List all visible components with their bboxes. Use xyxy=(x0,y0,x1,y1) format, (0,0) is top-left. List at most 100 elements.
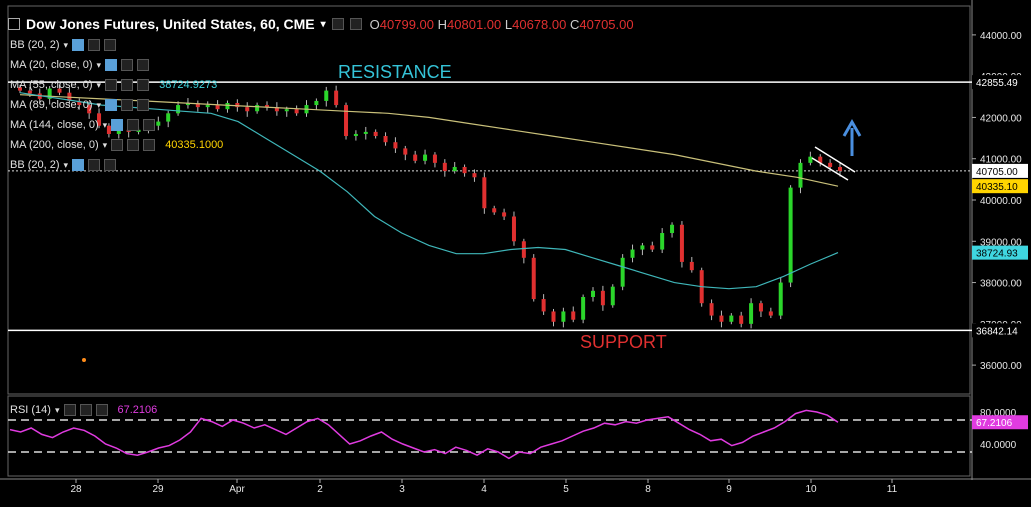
indicator-row[interactable]: MA (89, close, 0) ▾ xyxy=(10,97,150,113)
indicator-row[interactable]: MA (20, close, 0) ▾ xyxy=(10,57,150,73)
price-tag: 40705.00 xyxy=(976,167,1018,178)
ohlc-readout: O40799.00 H40801.00 L40678.00 C40705.00 xyxy=(369,16,634,32)
candle-body xyxy=(215,105,220,110)
indicator-row[interactable]: BB (20, 2) ▾ xyxy=(10,157,117,173)
candle-body xyxy=(225,103,230,110)
eye-icon[interactable] xyxy=(105,59,118,71)
candle-body xyxy=(689,261,694,271)
chevron-down-icon[interactable]: ▾ xyxy=(102,139,108,150)
candle-body xyxy=(432,154,437,163)
candle-body xyxy=(27,90,32,94)
close-icon[interactable] xyxy=(143,139,156,151)
price-tag-bg xyxy=(972,179,1028,194)
eye-icon[interactable] xyxy=(72,39,85,51)
candle-body xyxy=(294,109,299,114)
candle-body xyxy=(255,105,260,112)
candle-body xyxy=(284,109,289,112)
symbol-title[interactable]: Dow Jones Futures, United States, 60, CM… xyxy=(26,16,315,32)
gear-icon[interactable] xyxy=(127,139,140,151)
close-icon[interactable] xyxy=(143,119,156,131)
gear-icon[interactable] xyxy=(121,99,134,111)
indicator-row[interactable]: MA (144, close, 0) ▾ xyxy=(10,117,156,133)
candle-body xyxy=(541,299,546,312)
gear-icon[interactable] xyxy=(121,59,134,71)
candle-body xyxy=(97,113,102,126)
candle-body xyxy=(551,311,556,322)
candle-body xyxy=(670,224,675,234)
x-tick-label: 8 xyxy=(645,484,651,495)
indicator-label[interactable]: MA (144, close, 0) xyxy=(10,119,99,131)
close-icon[interactable] xyxy=(95,404,108,416)
indicator-value: 38724.9273 xyxy=(159,79,218,91)
gear-icon[interactable] xyxy=(88,39,101,51)
eye-icon[interactable] xyxy=(111,139,124,151)
chevron-down-icon[interactable]: ▾ xyxy=(102,119,108,130)
eye-icon[interactable] xyxy=(111,119,124,131)
candle-body xyxy=(838,166,842,171)
gear-icon[interactable] xyxy=(349,18,362,30)
price-tag-bg xyxy=(972,323,1028,338)
indicator-row[interactable]: MA (55, close, 0) ▾ 38724.9273 xyxy=(10,77,217,93)
indicator-label[interactable]: MA (89, close, 0) xyxy=(10,99,93,111)
settings-icon[interactable] xyxy=(331,18,344,30)
price-tag-bg xyxy=(972,75,1028,90)
chevron-down-icon[interactable]: ▾ xyxy=(96,59,102,70)
wedge-lower-line xyxy=(811,157,849,181)
rsi-value: 67.2106 xyxy=(117,404,158,416)
chevron-down-icon[interactable]: ▾ xyxy=(96,79,102,90)
eye-icon[interactable] xyxy=(63,404,76,416)
close-icon[interactable] xyxy=(104,39,117,51)
chart-header: Dow Jones Futures, United States, 60, CM… xyxy=(8,14,634,34)
gear-icon[interactable] xyxy=(127,119,140,131)
indicator-value: 40335.1000 xyxy=(165,139,224,151)
gear-icon[interactable] xyxy=(88,159,101,171)
chevron-down-icon[interactable]: ▾ xyxy=(320,18,326,30)
candle-body xyxy=(116,129,121,134)
candle-body xyxy=(600,290,605,306)
indicator-label[interactable]: MA (20, close, 0) xyxy=(10,59,93,71)
collapse-icon[interactable] xyxy=(8,18,20,30)
chevron-down-icon[interactable]: ▾ xyxy=(96,99,102,110)
x-tick-label: Apr xyxy=(229,484,245,495)
candle-body xyxy=(739,315,744,324)
chevron-down-icon[interactable]: ▾ xyxy=(63,39,69,50)
chevron-down-icon[interactable]: ▾ xyxy=(63,159,69,170)
close-icon[interactable] xyxy=(137,99,150,111)
eye-icon[interactable] xyxy=(105,99,118,111)
eye-icon[interactable] xyxy=(72,159,85,171)
indicator-label[interactable]: MA (200, close, 0) xyxy=(10,139,99,151)
indicator-label[interactable]: BB (20, 2) xyxy=(10,159,60,171)
candle-body xyxy=(87,105,92,114)
candle-body xyxy=(630,249,635,258)
candle-body xyxy=(729,315,734,322)
rsi-label[interactable]: RSI (14) xyxy=(10,404,51,416)
rsi-legend[interactable]: RSI (14) ▾ 67.2106 xyxy=(10,402,157,418)
chevron-down-icon[interactable]: ▾ xyxy=(54,404,60,415)
y-tick-label: 42000.00 xyxy=(980,113,1022,124)
indicator-row[interactable]: BB (20, 2) ▾ xyxy=(10,37,117,53)
candle-body xyxy=(462,166,467,174)
gear-icon[interactable] xyxy=(121,79,134,91)
candle-body xyxy=(788,187,793,283)
eye-icon[interactable] xyxy=(105,79,118,91)
indicator-label[interactable]: MA (55, close, 0) xyxy=(10,79,93,91)
rsi-tag: 67.2106 xyxy=(976,418,1013,429)
close-icon[interactable] xyxy=(137,79,150,91)
ma200-line xyxy=(19,94,839,187)
candle-body xyxy=(610,286,615,306)
candle-body xyxy=(106,125,111,134)
rsi-tick-label: 40.0000 xyxy=(980,440,1017,451)
candle-body xyxy=(511,216,516,242)
indicator-label[interactable]: BB (20, 2) xyxy=(10,39,60,51)
close-icon[interactable] xyxy=(104,159,117,171)
wedge-upper-line xyxy=(814,146,856,173)
price-pane-frame xyxy=(7,5,971,395)
price-tag-bg xyxy=(972,245,1028,260)
close-icon[interactable] xyxy=(137,59,150,71)
candle-body xyxy=(778,282,783,316)
indicator-row[interactable]: MA (200, close, 0) ▾ 40335.1000 xyxy=(10,137,223,153)
gear-icon[interactable] xyxy=(79,404,92,416)
y-tick-label: 38000.00 xyxy=(980,279,1022,290)
